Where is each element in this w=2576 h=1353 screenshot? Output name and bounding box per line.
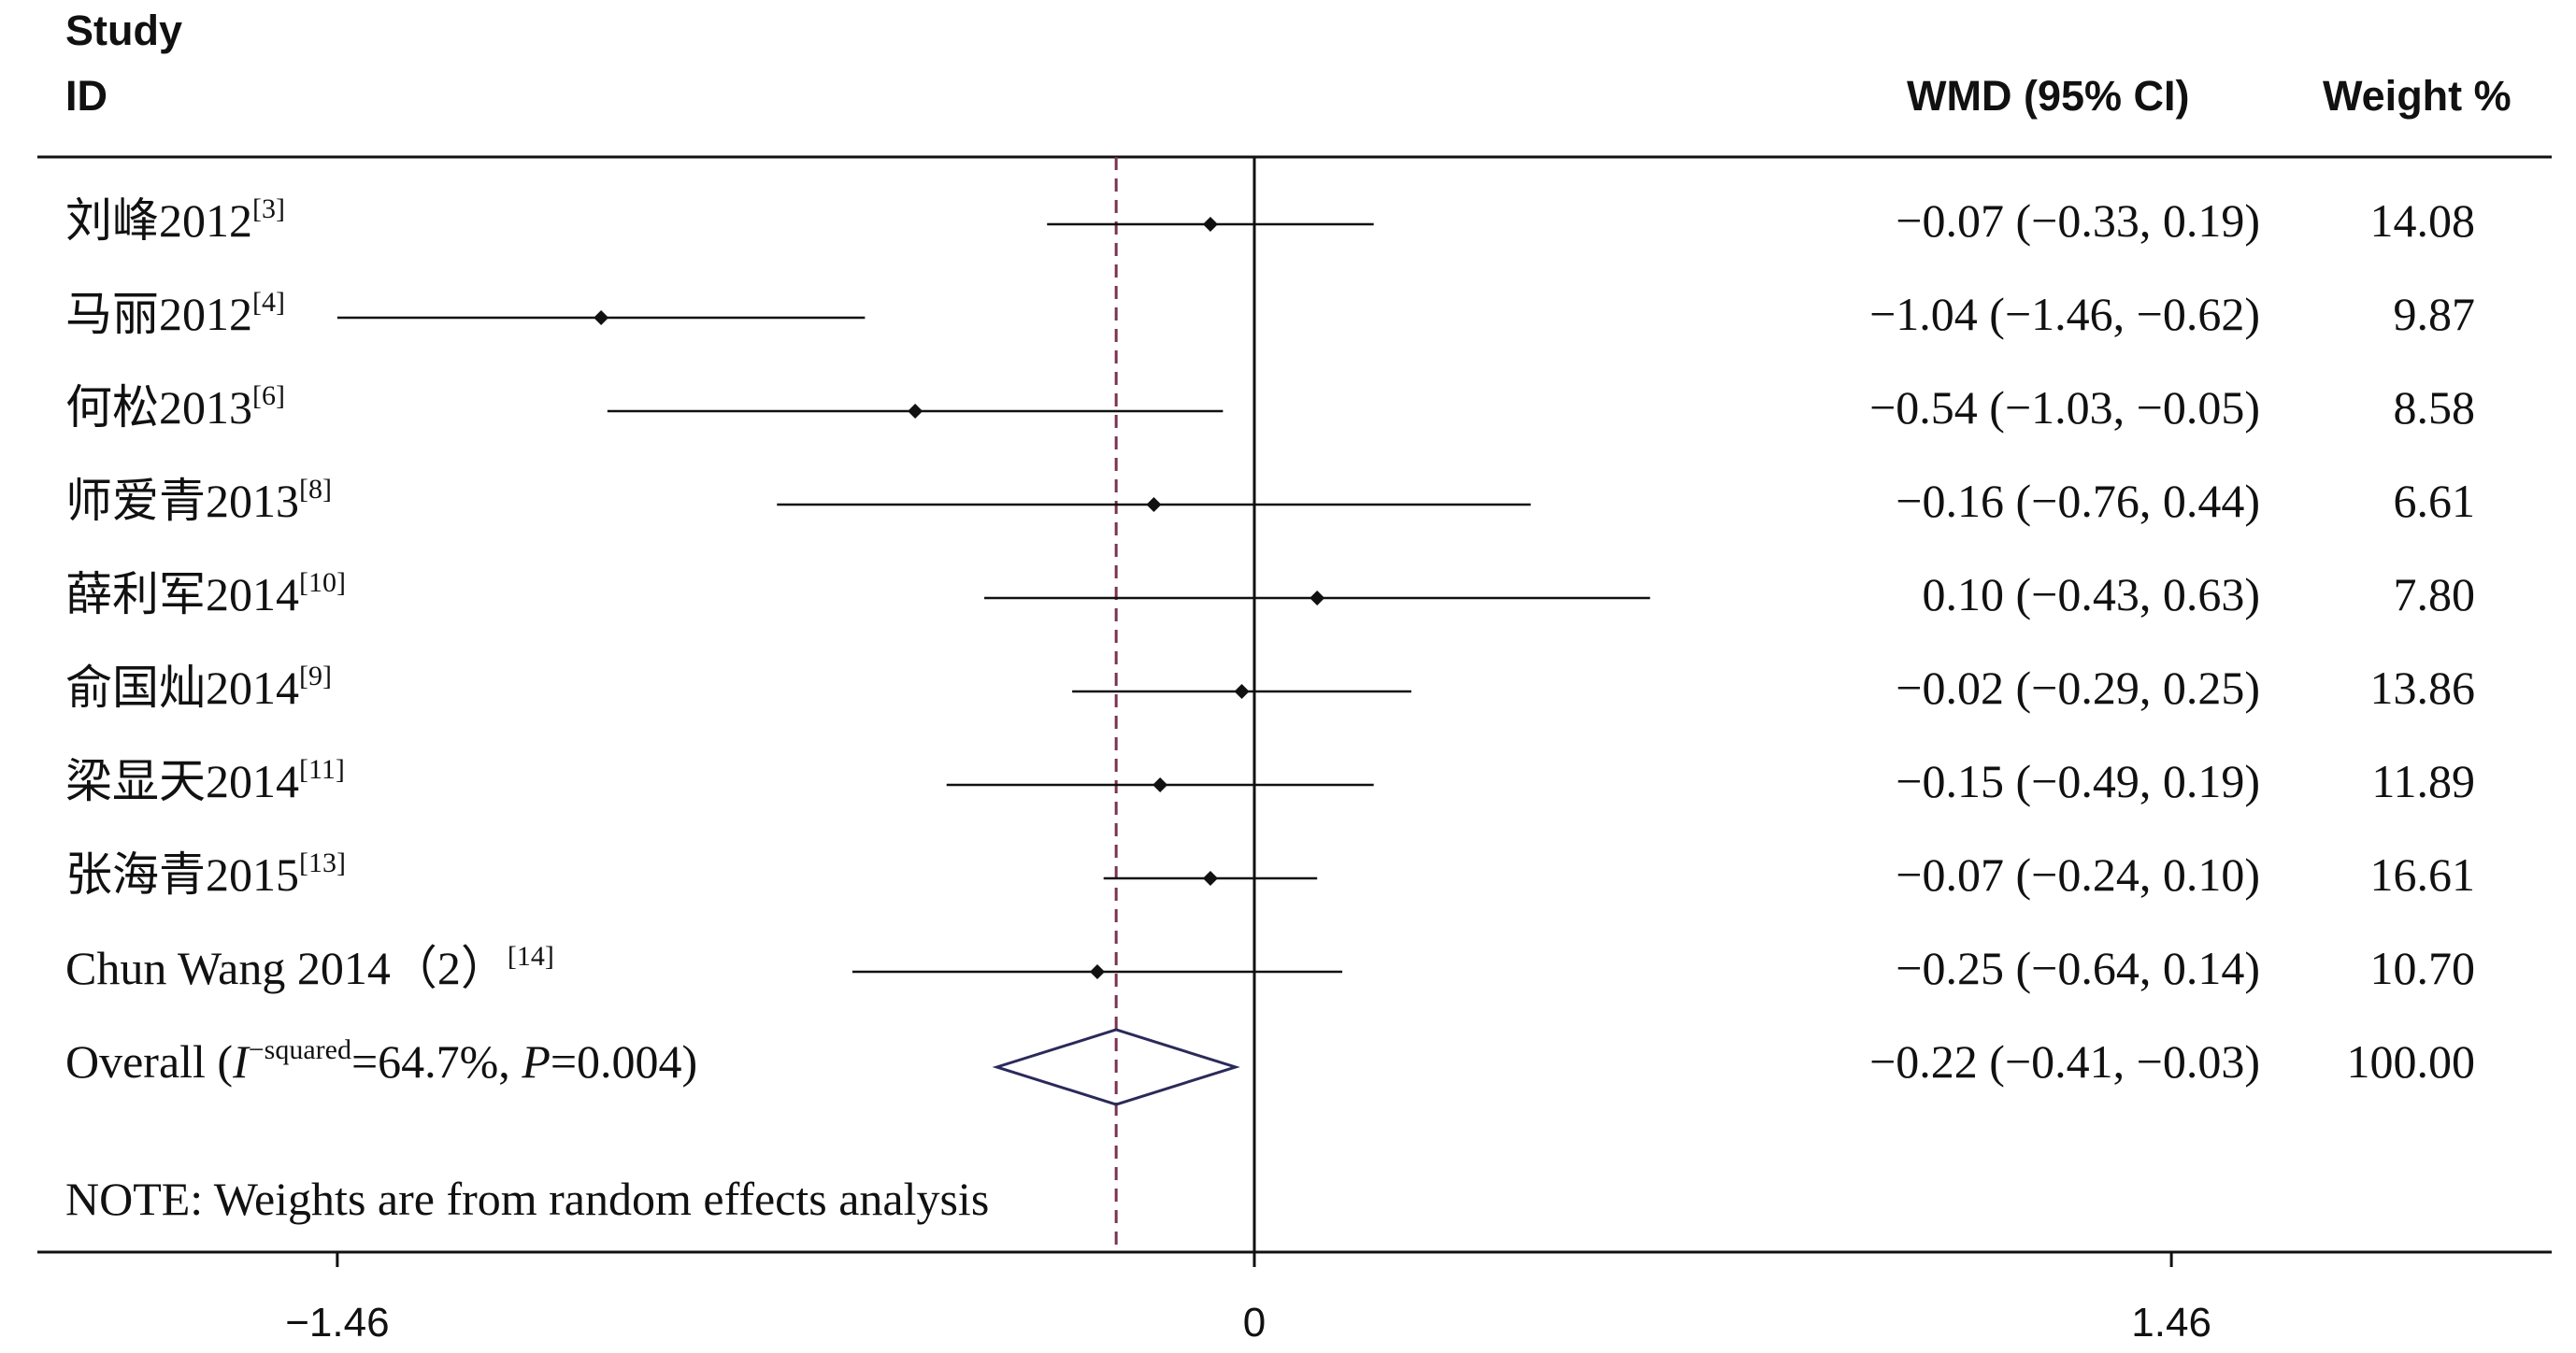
study-label: Chun Wang 2014（2）[14] <box>65 941 554 994</box>
weight-value: 14.08 <box>2370 194 2476 247</box>
x-axis-ticks: −1.46 0 1.46 <box>285 1252 2211 1346</box>
study-row: 马丽2012[4] −1.04 (−1.46, −0.62) 9.87 <box>65 287 2475 340</box>
study-row: 师爱青2013[8] −0.16 (−0.76, 0.44) 6.61 <box>65 474 2475 527</box>
header-estimate: WMD (95% CI) <box>1907 72 2190 120</box>
study-label: 梁显天2014[11] <box>65 754 345 807</box>
estimate-ci-text: −0.02 (−0.29, 0.25) <box>1896 662 2260 714</box>
estimate-ci-text: −0.07 (−0.24, 0.10) <box>1896 848 2260 901</box>
point-estimate <box>1309 591 1325 605</box>
weight-value: 11.89 <box>2371 755 2475 807</box>
weight-value: 13.86 <box>2370 662 2476 714</box>
weight-value: 7.80 <box>2394 568 2476 620</box>
header-id: ID <box>65 72 107 120</box>
study-label: 薛利军2014[10] <box>65 567 346 620</box>
point-estimate <box>1146 497 1162 512</box>
study-label: 俞国灿2014[9] <box>65 661 332 714</box>
study-label: 师爱青2013[8] <box>65 474 332 527</box>
study-label: 张海青2015[13] <box>65 847 346 901</box>
point-estimate <box>594 310 609 325</box>
footnote: NOTE: Weights are from random effects an… <box>65 1173 989 1225</box>
point-estimate <box>1202 871 1218 886</box>
estimate-ci-text: −0.15 (−0.49, 0.19) <box>1896 755 2260 807</box>
weight-value: 10.70 <box>2370 942 2476 994</box>
weight-value: 8.58 <box>2394 381 2476 434</box>
estimate-ci-text: −1.04 (−1.46, −0.62) <box>1869 288 2260 340</box>
study-row: 张海青2015[13] −0.07 (−0.24, 0.10) 16.61 <box>65 847 2475 901</box>
study-row: 何松2013[6] −0.54 (−1.03, −0.05) 8.58 <box>65 380 2475 434</box>
estimate-ci-text: −0.25 (−0.64, 0.14) <box>1896 942 2260 994</box>
overall-diamond <box>992 1028 1240 1106</box>
x-tick-label: 0 <box>1243 1300 1266 1346</box>
study-row: 薛利军2014[10] 0.10 (−0.43, 0.63) 7.80 <box>65 567 2475 620</box>
study-row: 俞国灿2014[9] −0.02 (−0.29, 0.25) 13.86 <box>65 661 2475 714</box>
study-row: Chun Wang 2014（2）[14] −0.25 (−0.64, 0.14)… <box>65 941 2475 994</box>
study-rows: 刘峰2012[3] −0.07 (−0.33, 0.19) 14.08 马丽2012[… <box>65 193 2475 994</box>
point-estimate <box>1234 684 1250 699</box>
study-row: 梁显天2014[11] −0.15 (−0.49, 0.19) 11.89 <box>65 754 2475 807</box>
estimate-ci-text: −0.16 (−0.76, 0.44) <box>1896 475 2260 527</box>
x-tick-label: 1.46 <box>2131 1300 2211 1346</box>
overall-weight-value: 100.00 <box>2347 1035 2476 1088</box>
estimate-ci-text: −0.07 (−0.33, 0.19) <box>1896 194 2260 247</box>
weight-value: 6.61 <box>2394 475 2476 527</box>
header-weight: Weight % <box>2323 72 2512 120</box>
point-estimate <box>1090 964 1105 979</box>
estimate-ci-text: −0.54 (−1.03, −0.05) <box>1869 381 2260 434</box>
header-study: Study <box>65 7 182 54</box>
study-label: 刘峰2012[3] <box>65 193 285 247</box>
x-tick-label: −1.46 <box>285 1300 389 1346</box>
weight-value: 9.87 <box>2394 288 2476 340</box>
study-row: 刘峰2012[3] −0.07 (−0.33, 0.19) 14.08 <box>65 193 2475 247</box>
point-estimate <box>908 404 923 419</box>
overall-row: Overall (I−squared=64.7%, P=0.004) −0.22 … <box>65 1028 2476 1106</box>
study-label: 何松2013[6] <box>65 380 285 434</box>
point-estimate <box>1152 777 1168 792</box>
overall-estimate-ci-text: −0.22 (−0.41, −0.03) <box>1869 1035 2260 1088</box>
study-label: 马丽2012[4] <box>65 287 285 340</box>
point-estimate <box>1202 217 1218 232</box>
weight-value: 16.61 <box>2370 848 2476 901</box>
estimate-ci-text: 0.10 (−0.43, 0.63) <box>1923 568 2261 620</box>
overall-label: Overall (I−squared=64.7%, P=0.004) <box>65 1034 697 1088</box>
